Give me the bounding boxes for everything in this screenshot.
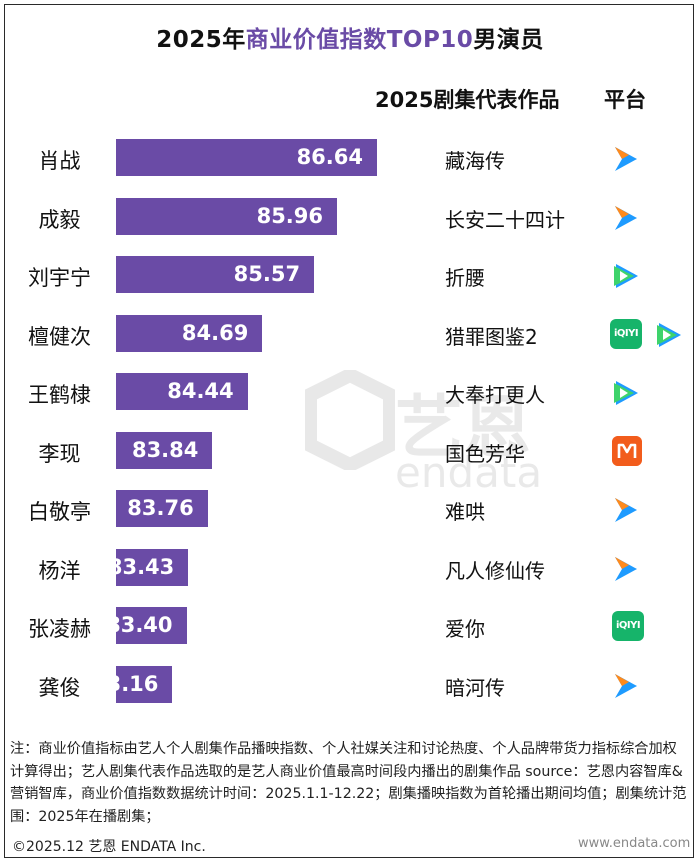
table-row: 檀健次 84.69 猎罪图鉴2 iQIYI	[0, 314, 700, 357]
table-row: 王鹤棣 84.44 大奉打更人	[0, 373, 700, 415]
table-row: 龚俊 83.16 暗河传	[0, 665, 700, 708]
actor-name: 李现	[38, 441, 81, 466]
work-title: 难哄	[445, 500, 485, 524]
work-title: 长安二十四计	[445, 207, 565, 232]
table-row: 肖战 86.64 藏海传	[0, 139, 700, 181]
bar-value-label: 83.16	[91, 671, 159, 696]
work-title: 国色芳华	[445, 441, 525, 466]
bar-value-label: 83.40	[106, 613, 173, 637]
bar: 83.84	[116, 431, 213, 469]
bar-value-label: 85.57	[233, 262, 301, 286]
work-title: 暗河传	[445, 675, 505, 700]
table-row: 白敬亭 83.76 难哄	[0, 490, 700, 532]
table-row: 刘宇宁 85.57 折腰	[0, 256, 700, 298]
bar: 86.64	[116, 139, 377, 176]
bar-value-label: 84.44	[167, 379, 234, 403]
actor-name: 檀健次	[28, 324, 91, 349]
bar: 83.40	[106, 607, 187, 644]
actor-name: 张凌赫	[28, 617, 91, 641]
iqiyi-icon: iQIYI	[612, 611, 644, 641]
bar-value-label: 85.96	[256, 203, 324, 228]
title-year: 2025年	[156, 27, 246, 53]
bar: 83.76	[116, 490, 208, 527]
bar-value-label: 86.64	[296, 145, 363, 169]
tencent-video-icon	[614, 381, 638, 405]
bar: 83.16	[92, 665, 173, 703]
copyright: ©2025.12 艺恩 ENDATA Inc.	[12, 839, 206, 855]
works-header: 2025剧集代表作品	[375, 88, 560, 112]
work-title: 折腰	[445, 266, 485, 290]
youku-icon	[615, 147, 637, 171]
bar: 84.44	[116, 373, 248, 410]
youku-icon	[615, 556, 637, 581]
chart-frame	[4, 4, 694, 858]
actor-name: 成毅	[38, 207, 81, 232]
title-highlight: 商业价值指数TOP10	[245, 27, 474, 53]
youku-icon	[615, 498, 637, 522]
mgtv-icon	[612, 435, 642, 466]
bar-value-label: 83.84	[131, 437, 199, 462]
bar: 84.69	[116, 314, 263, 352]
work-title: 爱你	[445, 617, 485, 641]
endata-logo-watermark-icon	[305, 370, 395, 470]
actor-name: 龚俊	[38, 675, 81, 700]
actor-name: 杨洋	[38, 558, 81, 583]
actor-name: 肖战	[38, 149, 81, 173]
bar-value-label: 84.69	[181, 320, 249, 345]
watermark-cn: 艺恩	[395, 389, 532, 468]
work-title: 藏海传	[445, 149, 505, 173]
table-row: 成毅 85.96 长安二十四计	[0, 197, 700, 240]
actor-name: 白敬亭	[28, 500, 91, 524]
watermark-en: endata	[395, 448, 543, 497]
bar: 85.96	[116, 197, 338, 235]
iqiyi-icon: iQIYI	[610, 318, 642, 349]
actor-name: 王鹤棣	[28, 383, 91, 407]
youku-icon	[615, 673, 637, 698]
platform-header: 平台	[604, 88, 646, 112]
bar: 83.43	[108, 548, 189, 586]
title-suffix: 男演员	[473, 27, 544, 53]
bar-value-label: 83.76	[127, 496, 194, 520]
actor-name: 刘宇宁	[28, 266, 91, 290]
work-title: 猎罪图鉴2	[445, 324, 538, 349]
weibo-watermark: www.endata.com	[578, 836, 691, 851]
work-title: 凡人修仙传	[445, 558, 545, 583]
table-row: 张凌赫 83.40 爱你 iQIYI	[0, 607, 700, 649]
tencent-video-icon	[614, 264, 638, 288]
table-row: 杨洋 83.43 凡人修仙传	[0, 548, 700, 591]
bar-value-label: 83.43	[107, 554, 175, 579]
work-title: 大奉打更人	[445, 383, 545, 407]
bar: 85.57	[116, 256, 315, 293]
chart-title: 2025年商业价值指数TOP10男演员	[0, 20, 700, 54]
youku-icon	[615, 205, 637, 230]
footnote: 注：商业价值指标由艺人个人剧集作品播映指数、个人社媒关注和讨论热度、个人品牌带货…	[10, 741, 687, 825]
table-row: 李现 83.84 国色芳华	[0, 431, 700, 474]
tencent-video-icon	[657, 322, 681, 347]
